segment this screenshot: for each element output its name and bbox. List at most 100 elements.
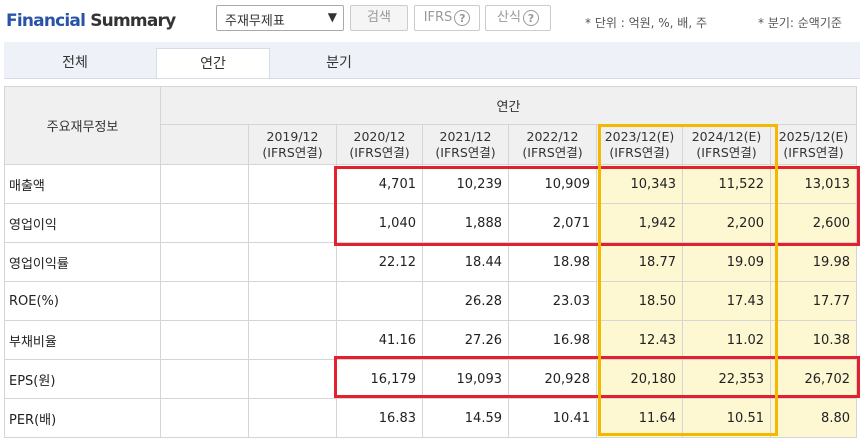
table-cell: [336, 281, 423, 321]
table-cell: [248, 398, 337, 438]
table-row-revenue: 매출액 4,701 10,239 10,909 10,343 11,522 13…: [4, 164, 857, 204]
tab-quarterly[interactable]: 분기: [326, 55, 352, 71]
question-icon: ?: [454, 9, 471, 26]
empty-cell: [160, 203, 249, 243]
row-label: 영업이익: [4, 203, 161, 243]
table-cell-estimate: 17.43: [682, 281, 771, 321]
table-cell-estimate: 13,013: [770, 164, 857, 204]
tab-annual[interactable]: 연간: [156, 48, 270, 78]
table-cell: 18.98: [508, 242, 597, 282]
period-tabs: 전체 연간 분기: [4, 42, 860, 79]
statement-select[interactable]: 주재무제표 ▼: [216, 5, 344, 31]
table-cell: 10.41: [508, 398, 597, 438]
table-cell: 10,909: [508, 164, 597, 204]
formula-label: 산식: [497, 10, 521, 25]
table-cell-estimate: 19.98: [770, 242, 857, 282]
empty-cell: [160, 164, 249, 204]
table-cell: 14.59: [422, 398, 509, 438]
table-cell-estimate: 1,942: [596, 203, 683, 243]
table-cell-estimate: 19.09: [682, 242, 771, 282]
table-row-per: PER(배) 16.83 14.59 10.41 11.64 10.51 8.8…: [4, 398, 857, 438]
table-cell: 18.44: [422, 242, 509, 282]
table-cell: 27.26: [422, 320, 509, 360]
table-cell-estimate: 10.38: [770, 320, 857, 360]
table-cell: 10,239: [422, 164, 509, 204]
annual-group-header: 연간: [160, 86, 857, 125]
question-icon: ?: [522, 9, 539, 26]
table-cell: 26.28: [422, 281, 509, 321]
table-cell: 22.12: [336, 242, 423, 282]
table-cell: 23.03: [508, 281, 597, 321]
corner-header: 주요재무정보: [4, 86, 161, 165]
tab-all[interactable]: 전체: [62, 55, 88, 71]
table-cell-estimate: 11,522: [682, 164, 771, 204]
column-header-2020: 2020/12 (IFRS연결): [336, 124, 423, 165]
empty-cell: [160, 320, 249, 360]
table-cell: 20,928: [508, 359, 597, 399]
column-header-2021: 2021/12 (IFRS연결): [422, 124, 509, 165]
table-cell: [248, 242, 337, 282]
table-cell-estimate: 12.43: [596, 320, 683, 360]
table-cell: [248, 203, 337, 243]
table-cell-estimate: 17.77: [770, 281, 857, 321]
table-cell: 1,040: [336, 203, 423, 243]
ifrs-help-button[interactable]: IFRS?: [414, 5, 480, 31]
table-cell-estimate: 10,343: [596, 164, 683, 204]
table-row-operating-profit: 영업이익 1,040 1,888 2,071 1,942 2,200 2,600: [4, 203, 857, 243]
empty-header-cell: [160, 124, 249, 165]
table-cell-estimate: 8.80: [770, 398, 857, 438]
row-label: EPS(원): [4, 359, 161, 399]
table-cell: 16.98: [508, 320, 597, 360]
statement-select-value: 주재무제표: [225, 14, 285, 29]
empty-cell: [160, 281, 249, 321]
page-title-accent: Financial: [6, 11, 86, 31]
basis-note: * 분기: 순액기준: [758, 16, 842, 30]
table-cell-estimate: 18.50: [596, 281, 683, 321]
table-row-operating-margin: 영업이익률 22.12 18.44 18.98 18.77 19.09 19.9…: [4, 242, 857, 282]
column-header-2022: 2022/12 (IFRS연결): [508, 124, 597, 165]
table-cell-estimate: 22,353: [682, 359, 771, 399]
table-row-eps: EPS(원) 16,179 19,093 20,928 20,180 22,35…: [4, 359, 857, 399]
table-row-debt-ratio: 부채비율 41.16 27.26 16.98 12.43 11.02 10.38: [4, 320, 857, 360]
financial-summary-table: 주요재무정보 연간 2019/12 (IFRS연결) 2020/12 (IFRS연결…: [4, 86, 857, 438]
table-cell-estimate: 26,702: [770, 359, 857, 399]
table-cell: 1,888: [422, 203, 509, 243]
unit-note: * 단위 : 억원, %, 배, 주: [585, 16, 708, 30]
column-header-2023e: 2023/12(E) (IFRS연결): [596, 124, 683, 165]
row-label: 부채비율: [4, 320, 161, 360]
table-cell: 16.83: [336, 398, 423, 438]
table-cell: [248, 320, 337, 360]
search-button[interactable]: 검색: [350, 5, 408, 31]
table-cell-estimate: 2,200: [682, 203, 771, 243]
table-cell: [248, 359, 337, 399]
column-header-2019: 2019/12 (IFRS연결): [248, 124, 337, 165]
table-cell: 19,093: [422, 359, 509, 399]
row-label: 매출액: [4, 164, 161, 204]
table-row-roe: ROE(%) 26.28 23.03 18.50 17.43 17.77: [4, 281, 857, 321]
column-header-2024e: 2024/12(E) (IFRS연결): [682, 124, 771, 165]
row-label: 영업이익률: [4, 242, 161, 282]
top-bar: Financial Summary 주재무제표 ▼ 검색 IFRS? 산식? *…: [0, 0, 864, 42]
page-title-rest: Summary: [85, 11, 176, 31]
empty-cell: [160, 242, 249, 282]
chevron-down-icon: ▼: [327, 10, 337, 24]
formula-help-button[interactable]: 산식?: [485, 5, 551, 31]
table-cell: 2,071: [508, 203, 597, 243]
empty-cell: [160, 398, 249, 438]
table-cell-estimate: 10.51: [682, 398, 771, 438]
column-header-2025e: 2025/12(E) (IFRS연결): [770, 124, 857, 165]
table-cell-estimate: 11.02: [682, 320, 771, 360]
table-cell-estimate: 20,180: [596, 359, 683, 399]
row-label: PER(배): [4, 398, 161, 438]
empty-cell: [160, 359, 249, 399]
table-cell: [248, 164, 337, 204]
table-cell-estimate: 11.64: [596, 398, 683, 438]
table-cell-estimate: 18.77: [596, 242, 683, 282]
table-cell: 4,701: [336, 164, 423, 204]
table-cell: 41.16: [336, 320, 423, 360]
table-cell-estimate: 2,600: [770, 203, 857, 243]
ifrs-label: IFRS: [423, 10, 453, 25]
page-title: Financial Summary: [6, 11, 176, 31]
row-label: ROE(%): [4, 281, 161, 321]
table-cell: 16,179: [336, 359, 423, 399]
